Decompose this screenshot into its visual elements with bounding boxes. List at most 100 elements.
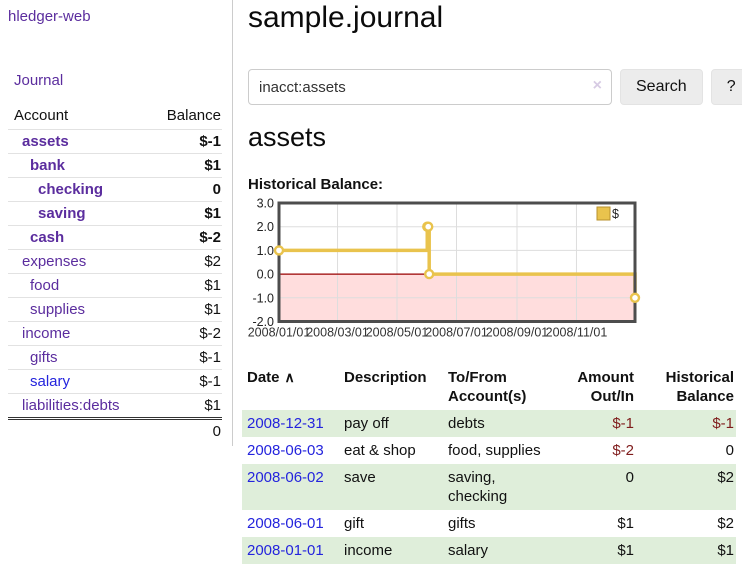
account-balance: $1 <box>204 157 221 174</box>
help-button[interactable]: ? <box>710 69 742 105</box>
account-row: food $1 <box>8 273 222 298</box>
x-tick-label: 2008/11/01 <box>546 326 608 340</box>
y-tick-label: -1.0 <box>252 291 274 305</box>
account-balance: 0 <box>212 181 221 198</box>
account-link[interactable]: income <box>22 325 71 342</box>
register-table: Date ∧ Description To/From Account(s) Amo… <box>242 366 736 564</box>
register-col-date[interactable]: Date ∧ <box>242 366 339 410</box>
account-cell: income <box>8 322 146 346</box>
plot-border <box>277 201 637 323</box>
register-header-row: Date ∧ Description To/From Account(s) Amo… <box>242 366 736 410</box>
legend-label: $ <box>612 207 619 221</box>
account-balance: $-1 <box>199 373 221 390</box>
account-link[interactable]: expenses <box>22 253 87 270</box>
data-point-marker[interactable] <box>629 292 641 304</box>
register-row: 2008-06-03 eat & shop food, supplies $-2 0 <box>242 437 736 464</box>
account-cell: gifts <box>8 346 146 370</box>
transaction-amount-cell: $-1 <box>612 415 634 432</box>
transaction-date-link[interactable]: 2008-06-01 <box>247 515 324 532</box>
transaction-date-cell: 2008-01-01 <box>242 537 339 564</box>
sidebar-divider <box>232 0 233 446</box>
account-row: cash $-2 <box>8 225 222 250</box>
transaction-accounts-cell: gifts <box>448 515 476 532</box>
account-balance: $1 <box>204 205 221 222</box>
page-title: sample.journal <box>248 1 444 34</box>
account-cell: checking <box>8 178 146 202</box>
account-link[interactable]: saving <box>38 205 86 222</box>
data-point-marker[interactable] <box>423 221 434 232</box>
account-row: income $-2 <box>8 321 222 346</box>
account-link[interactable]: cash <box>30 229 65 246</box>
account-cell: food <box>8 274 146 298</box>
clear-search-icon[interactable]: × <box>592 77 602 94</box>
account-row: bank $1 <box>8 153 222 178</box>
transaction-date-link[interactable]: 2008-01-01 <box>247 542 324 559</box>
account-row: supplies $1 <box>8 297 222 322</box>
account-link[interactable]: supplies <box>30 301 86 318</box>
search-form: × Search ? <box>248 69 742 105</box>
account-balance: $-1 <box>199 349 221 366</box>
account-row: checking 0 <box>8 177 222 202</box>
account-row: gifts $-1 <box>8 345 222 370</box>
transaction-description-cell: gift <box>344 515 365 532</box>
account-cell: expenses <box>8 250 146 274</box>
historical-balance-chart[interactable]: $3.0 2.0 1.0 0.0 -1.0 -2.0 2008/01/01 2008/03/0… <box>242 197 644 343</box>
transaction-date-link[interactable]: 2008-06-02 <box>247 469 324 486</box>
data-point-marker[interactable] <box>273 245 285 256</box>
account-row: saving $1 <box>8 201 222 226</box>
transaction-balance-cell: $2 <box>717 515 734 532</box>
register-row: 2008-12-31 pay off debts $-1 $-1 <box>242 410 736 437</box>
sort-ascending-icon: ∧ <box>284 369 295 385</box>
account-link[interactable]: checking <box>38 181 104 198</box>
data-point-marker[interactable] <box>424 268 435 280</box>
account-row: liabilities:debts $1 <box>8 393 222 419</box>
account-balance: $-2 <box>199 325 221 342</box>
account-link[interactable]: gifts <box>30 349 58 366</box>
search-button[interactable]: Search <box>620 69 703 105</box>
transaction-date-link[interactable]: 2008-06-03 <box>247 442 324 459</box>
accounts-header-row: Account Balance <box>8 104 222 130</box>
transaction-accounts-cell: saving, checking <box>448 469 508 505</box>
register-col-amount: Amount Out/In <box>577 369 634 405</box>
account-heading: assets <box>248 122 327 152</box>
account-cell: assets <box>8 130 146 154</box>
accounts-table: Account Balance assets $-1 bank $1 checking 0… <box>8 104 222 443</box>
account-row: assets $-1 <box>8 129 222 154</box>
transaction-date-cell: 2008-12-31 <box>242 410 339 437</box>
accounts-total-balance: 0 <box>212 423 221 440</box>
account-link[interactable]: bank <box>30 157 66 174</box>
y-tick-label: 1.0 <box>257 244 274 258</box>
sidebar-item-journal[interactable]: Journal <box>14 72 64 89</box>
accounts-total-row: 0 <box>8 418 222 444</box>
account-link[interactable]: liabilities:debts <box>22 397 120 414</box>
search-input[interactable] <box>248 69 612 105</box>
chart-title: Historical Balance: <box>248 176 384 193</box>
transaction-date-cell: 2008-06-01 <box>242 510 339 537</box>
x-tick-label: 2008/09/01 <box>486 326 549 340</box>
account-link[interactable]: food <box>30 277 60 294</box>
account-cell: salary <box>8 370 146 394</box>
account-cell: supplies <box>8 298 146 322</box>
account-link[interactable]: assets <box>22 133 69 150</box>
account-cell: bank <box>8 154 146 178</box>
account-link[interactable]: salary <box>30 373 71 390</box>
account-balance: $2 <box>204 253 221 270</box>
register-col-description: Description <box>344 369 427 386</box>
transaction-balance-cell: $2 <box>717 469 734 486</box>
chart-canvas: $3.0 2.0 1.0 0.0 -1.0 -2.02008/01/012008/03/0… <box>248 197 641 340</box>
transaction-balance-cell: 0 <box>725 442 734 459</box>
x-tick-label: 2008/07/01 <box>425 326 488 340</box>
legend-swatch <box>596 206 611 221</box>
y-tick-label: -2.0 <box>252 315 274 329</box>
date-col-label: Date <box>247 369 280 386</box>
accounts-col-header: Account <box>14 107 69 124</box>
x-tick-label: 2008/03/01 <box>306 326 369 340</box>
transaction-balance-cell: $-1 <box>712 415 734 432</box>
brand-link[interactable]: hledger-web <box>8 8 91 25</box>
transaction-date-link[interactable]: 2008-12-31 <box>247 415 324 432</box>
transaction-amount-cell: $1 <box>617 542 634 559</box>
y-tick-label: 2.0 <box>257 220 274 234</box>
account-balance: $1 <box>204 397 221 414</box>
main-content: sample.journal × Search ? assets Histori… <box>242 0 742 582</box>
